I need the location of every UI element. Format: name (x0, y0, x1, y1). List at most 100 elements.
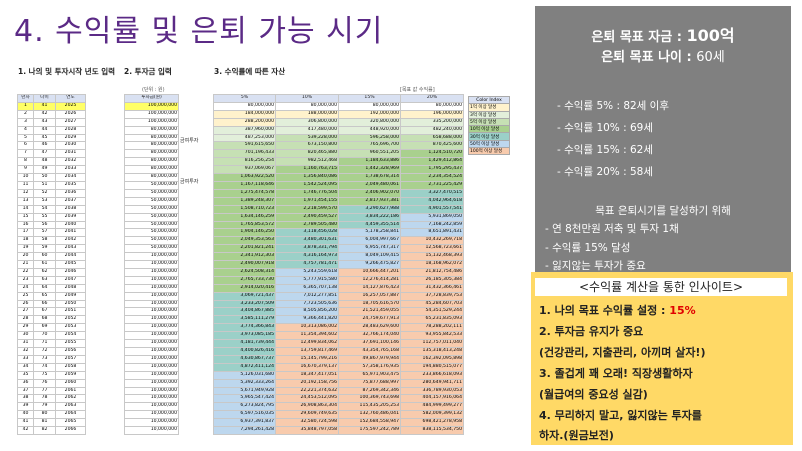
asset-value-cell: 192,000,000 (338, 109, 401, 119)
asset-value-cell: 100,369,743,698 (338, 394, 401, 404)
year-index-cell: 9 (17, 165, 34, 175)
asset-value-cell: 5,126,031,680 (213, 370, 276, 380)
table-row: 32 72 2056 (17, 347, 86, 356)
table-row: 50,000,000 (124, 236, 179, 246)
asset-value-cell: 6,273,824,795 (213, 402, 276, 412)
asset-value-cell: 2,817,937,381 (338, 196, 401, 206)
year-cell: 2030 (55, 141, 86, 151)
asset-value-cell: 12,499,834,062 (275, 339, 339, 348)
investment-cell[interactable]: 10,000,000 (124, 267, 179, 277)
color-index-legend: Color Index 1억 이상 달성 3억 이상 달성 5억 이상 달성 10억 … (468, 95, 510, 156)
investment-cell[interactable]: 10,000,000 (124, 315, 179, 325)
age-cell: 43 (33, 117, 56, 127)
asset-value-cell: 1,160,763,715 (275, 165, 339, 175)
investment-cell[interactable]: 100,000,000 (124, 109, 179, 119)
table-row: 3,069,721,437 7,012,277,851 16,257,057,887… (213, 291, 464, 301)
insight-box: <수익률 계산을 통한 인사이트> 1. 나의 목표 수익률 설정 : 15% … (531, 272, 793, 445)
year-index-cell: 10 (17, 173, 34, 182)
investment-cell[interactable]: 50,000,000 (124, 236, 179, 246)
investment-cell[interactable]: 10,000,000 (124, 410, 179, 420)
asset-value-cell: 7,294,261,428 (213, 426, 276, 435)
investment-cell[interactable]: 10,000,000 (124, 418, 179, 428)
investment-cell[interactable]: 10,000,000 (124, 291, 179, 301)
investment-cell[interactable]: 10,000,000 (124, 339, 179, 348)
investment-cell[interactable]: 50,000,000 (124, 228, 179, 238)
asset-value-cell: 701,196,433 (213, 149, 276, 159)
investment-cell[interactable]: 80,000,000 (124, 157, 179, 167)
investment-cell[interactable]: 80,000,000 (124, 125, 179, 135)
table-row: 15 55 2039 (17, 212, 86, 222)
investment-cell[interactable]: 10,000,000 (124, 307, 179, 317)
investment-cell[interactable]: 80,000,000 (124, 165, 179, 175)
table-row: 50,000,000 (124, 244, 179, 254)
investment-cell[interactable]: 10,000,000 (124, 386, 179, 396)
investment-cell[interactable]: 10,000,000 (124, 347, 179, 356)
table-row: 2,049,353,563 3,480,301,631 6,004,997,667 1… (213, 236, 464, 246)
year-cell: 2036 (55, 188, 86, 198)
legend-item: 10억 이상 달성 (468, 125, 510, 134)
year-cell: 2056 (55, 347, 86, 356)
year-index-cell: 31 (17, 339, 34, 348)
investment-cell[interactable]: 10,000,000 (124, 394, 179, 404)
year-cell: 2062 (55, 394, 86, 404)
investment-cell[interactable]: 80,000,000 (124, 149, 179, 159)
year-cell: 2028 (55, 125, 86, 135)
asset-value-cell: 2,234,354,524 (400, 173, 464, 182)
investment-cell[interactable]: 10,000,000 (124, 283, 179, 293)
asset-value-cell: 4,181,739,444 (213, 339, 276, 348)
investment-cell[interactable]: 10,000,000 (124, 362, 179, 372)
legend-item: 3억 이상 달성 (468, 110, 510, 119)
age-cell: 79 (33, 402, 56, 412)
investment-cell[interactable]: 50,000,000 (124, 180, 179, 190)
table-row: 387,960,000 417,480,000 448,920,000 482,240… (213, 125, 464, 135)
investment-cell[interactable]: 50,000,000 (124, 212, 179, 222)
investment-cell[interactable]: 50,000,000 (124, 188, 179, 198)
asset-value-cell: 539,228,000 (275, 133, 339, 143)
table-row: 10,000,000 (124, 307, 179, 317)
table-row: 80,000,000 80,000,000 80,000,000 80,000,000 (213, 101, 464, 111)
investment-cell[interactable]: 10,000,000 (124, 378, 179, 388)
goal-age-value: 60세 (696, 50, 725, 65)
asset-value-cell: 2,490,007,918 (213, 260, 276, 269)
asset-value-cell: 196,000,000 (400, 109, 464, 119)
table-row: 10,000,000 (124, 339, 179, 348)
asset-value-cell: 2,341,912,303 (213, 252, 276, 262)
table-row: 80,000,000 (124, 133, 179, 143)
investment-cell[interactable]: 10,000,000 (124, 370, 179, 380)
investment-cell[interactable]: 10,000,000 (124, 252, 179, 262)
investment-cell[interactable]: 10,000,000 (124, 323, 179, 333)
asset-value-cell: 4,316,164,973 (275, 252, 339, 262)
table-row: 50,000,000 (124, 180, 179, 190)
investment-cell[interactable]: 10,000,000 (124, 275, 179, 285)
investment-cell[interactable]: 50,000,000 (124, 220, 179, 230)
table-row: 29 69 2053 (17, 323, 86, 333)
investment-cell[interactable]: 100,000,000 (124, 117, 179, 127)
investment-cell[interactable]: 10,000,000 (124, 402, 179, 412)
investment-cell[interactable]: 80,000,000 (124, 133, 179, 143)
investment-cell[interactable]: 10,000,000 (124, 354, 179, 364)
investment-cell[interactable]: 10,000,000 (124, 426, 179, 435)
table-row: 80,000,000 (124, 165, 179, 175)
table-row: 10,000,000 (124, 370, 179, 380)
insight-line-7: 하자.(원금보전) (539, 429, 614, 442)
table-row: 22 62 2046 (17, 267, 86, 277)
investment-cell[interactable]: 10,000,000 (124, 260, 179, 269)
investment-cell[interactable]: 50,000,000 (124, 204, 179, 214)
asset-value-cell: 1,971,454,155 (275, 196, 339, 206)
table-row: 10,000,000 (124, 267, 179, 277)
asset-value-cell: 75,877,688,997 (338, 378, 401, 388)
investment-cell[interactable]: 10,000,000 (124, 299, 179, 309)
year-index-cell: 42 (17, 426, 34, 435)
asset-value-cell: 152,684,558,947 (338, 418, 401, 428)
investment-cell[interactable]: 80,000,000 (124, 173, 179, 182)
investment-cell[interactable]: 80,000,000 (124, 141, 179, 151)
investment-cell[interactable]: 100,000,000 (124, 101, 179, 111)
table-row: 10,000,000 (124, 426, 179, 435)
investment-cell[interactable]: 50,000,000 (124, 244, 179, 254)
investment-cell[interactable]: 50,000,000 (124, 196, 179, 206)
age-cell: 60 (33, 252, 56, 262)
table-row: 17 57 2041 (17, 228, 86, 238)
year-index-cell: 25 (17, 291, 34, 301)
investment-cell[interactable]: 10,000,000 (124, 331, 179, 341)
asset-value-cell: 1,738,678,314 (338, 173, 401, 182)
